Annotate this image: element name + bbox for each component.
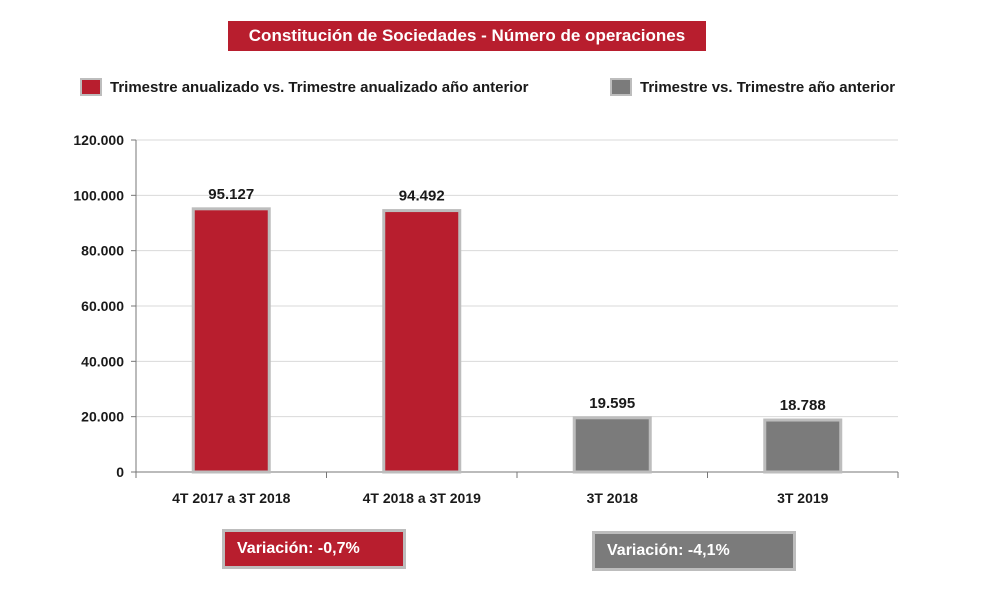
variation-badge-annualized: Variación: -0,7%	[222, 529, 406, 569]
bar	[572, 416, 652, 474]
legend-swatch-gray	[610, 78, 632, 96]
legend-item-quarterly: Trimestre vs. Trimestre año anterior	[610, 76, 895, 98]
labels: 0 20.000 40.000 60.000 80.000 100.000 120.000 9…	[73, 132, 828, 506]
y-tick-label: 60.000	[81, 298, 124, 314]
legend-item-annualized: Trimestre anualizado vs. Trimestre anual…	[80, 76, 528, 98]
y-tick-label: 100.000	[73, 187, 124, 203]
bar	[382, 209, 462, 474]
y-tick-label: 20.000	[81, 409, 124, 425]
y-tick-label: 0	[116, 464, 124, 480]
y-tick-label: 40.000	[81, 353, 124, 369]
x-category-label: 4T 2017 a 3T 2018	[172, 490, 291, 506]
bars	[191, 207, 843, 474]
chart-title: Constitución de Sociedades - Número de o…	[228, 21, 706, 51]
bar-value-label: 18.788	[780, 397, 826, 414]
bar	[191, 207, 271, 474]
x-category-label: 4T 2018 a 3T 2019	[363, 490, 482, 506]
y-tick-label: 120.000	[73, 132, 124, 148]
legend-label-annualized: Trimestre anualizado vs. Trimestre anual…	[110, 78, 529, 96]
bar	[763, 418, 843, 474]
bar-value-label: 19.595	[589, 395, 635, 412]
legend-label-quarterly: Trimestre vs. Trimestre año anterior	[640, 78, 896, 96]
y-tick-label: 80.000	[81, 243, 124, 259]
x-category-label: 3T 2018	[587, 490, 639, 506]
legend-swatch-red	[80, 78, 102, 96]
x-category-label: 3T 2019	[777, 490, 829, 506]
bar-value-label: 95.127	[208, 186, 254, 203]
bar-value-label: 94.492	[399, 188, 445, 205]
variation-badge-quarterly: Variación: -4,1%	[592, 531, 796, 571]
